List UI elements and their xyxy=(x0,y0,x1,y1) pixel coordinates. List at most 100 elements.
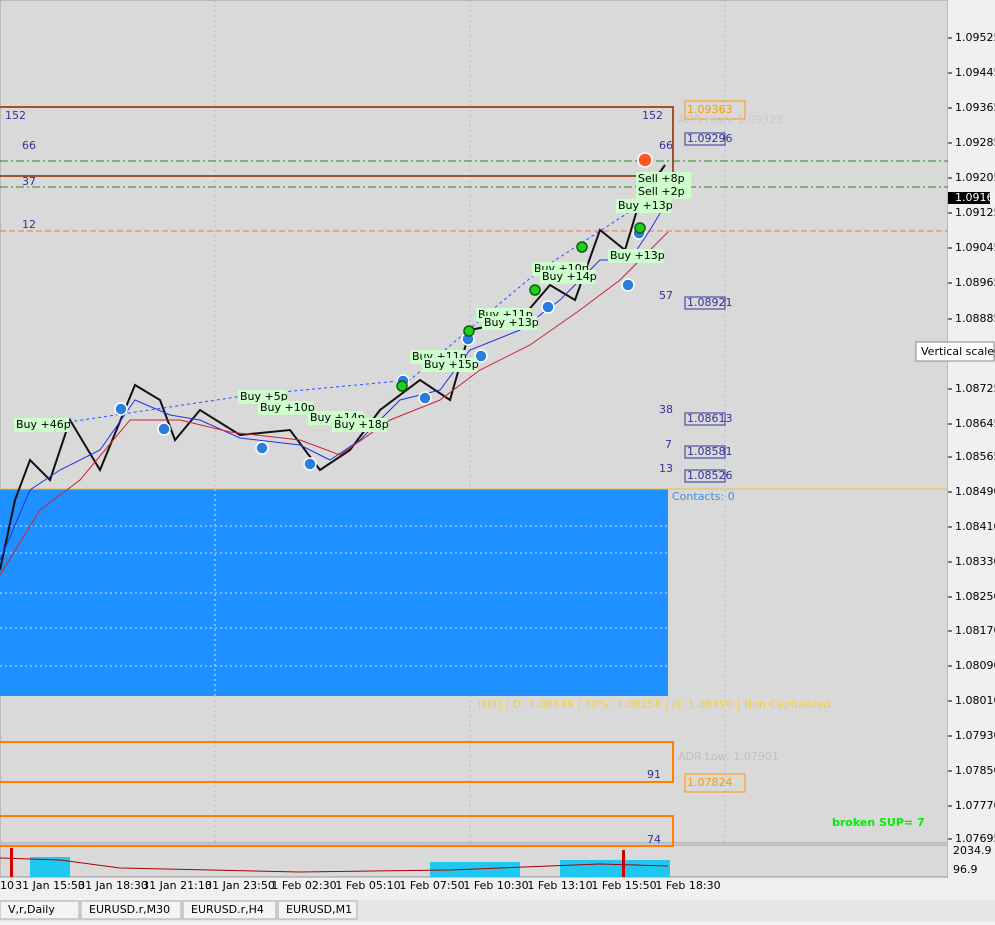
price-label: 1.08885 xyxy=(955,312,995,325)
zone-lines xyxy=(0,489,668,696)
count-label: 66 xyxy=(22,139,36,152)
time-label: 1 Feb 13:10 xyxy=(527,879,592,892)
adr-box xyxy=(0,815,674,847)
time-label: 1 Feb 15:50 xyxy=(591,879,656,892)
trade-badge xyxy=(540,270,596,284)
price-label: 1.09525 xyxy=(955,31,995,44)
time-label: 31 Jan 21:10 xyxy=(142,879,212,892)
current-price: 1.09163 xyxy=(955,191,995,204)
trade-label: Buy +46p xyxy=(16,418,71,431)
tooltip: Vertical scale xyxy=(921,345,994,358)
trade-label: Buy +5p xyxy=(240,390,288,403)
chart-area xyxy=(0,0,949,844)
price-box-label: 1.09363 xyxy=(687,103,733,116)
tab[interactable] xyxy=(277,900,358,920)
time-label: 10 xyxy=(0,879,14,892)
trade-label: Buy +13p xyxy=(610,249,665,262)
price-label: 1.07695 xyxy=(955,832,995,845)
ma-line xyxy=(0,231,669,576)
price-box-label: 1.08526 xyxy=(687,469,733,482)
price-label: 1.09045 xyxy=(955,241,995,254)
adr-low: ADR Low: 1.07901 xyxy=(678,750,779,763)
count-label: 37 xyxy=(22,175,36,188)
price-label: 1.08725 xyxy=(955,382,995,395)
trade-badge xyxy=(616,199,672,213)
time-label: 1 Feb 18:30 xyxy=(655,879,720,892)
price-label: 1.09445 xyxy=(955,66,995,79)
adr-box xyxy=(0,741,674,783)
trade-label: Buy +10p xyxy=(260,401,315,414)
price-label: 1.08410 xyxy=(955,520,995,533)
trade-badge xyxy=(608,249,664,263)
price-label: 1.09365 xyxy=(955,101,995,114)
trade-badge xyxy=(332,418,388,432)
labels: 1.09525 1.09445 1.09365 1.09285 1.09205 1.091… xyxy=(0,31,995,920)
count-label: 7 xyxy=(665,438,672,451)
price-label: 1.08330 xyxy=(955,555,995,568)
price-label: 1.08965 xyxy=(955,276,995,289)
price-box-label: 1.08581 xyxy=(687,445,733,458)
price-box-label: 1.09296 xyxy=(687,132,733,145)
volume-label: 2034.9 xyxy=(953,844,992,857)
broken-sup: broken SUP= 7 xyxy=(832,816,925,829)
count-label: 57 xyxy=(659,289,673,302)
price-box xyxy=(684,469,726,483)
time-label: 1 Feb 10:30 xyxy=(463,879,528,892)
price-label: 1.08490 xyxy=(955,485,995,498)
time-label: 31 Jan 15:50 xyxy=(15,879,85,892)
count-label: 12 xyxy=(22,218,36,231)
price-label: 1.09285 xyxy=(955,136,995,149)
count-label: 152 xyxy=(5,109,26,122)
trade-badge xyxy=(238,390,287,404)
time-label: 1 Feb 02:30 xyxy=(271,879,336,892)
price-box-label: 1.08921 xyxy=(687,296,733,309)
price-axis xyxy=(948,0,995,897)
time-label: 1 Feb 05:10 xyxy=(335,879,400,892)
contacts: Contacts: 0 xyxy=(672,490,735,503)
count-label: 74 xyxy=(647,833,661,846)
trade-badge xyxy=(422,358,478,372)
price-box xyxy=(684,445,726,459)
price-box xyxy=(684,100,746,120)
ma-line xyxy=(0,199,669,561)
adr-high: ADR High: 1.09323 xyxy=(678,113,783,126)
trade-label: Sell +2p xyxy=(638,185,685,198)
trade-label: Buy +13p xyxy=(618,199,673,212)
zone-info: [H4] | O: 1.08349 | 50%: 1.08258 | H: 1.… xyxy=(478,698,830,711)
price-label: 1.08565 xyxy=(955,450,995,463)
count-label: 13 xyxy=(659,462,673,475)
tab[interactable] xyxy=(0,900,80,920)
price-box-label: 1.07824 xyxy=(687,776,733,789)
time-label: 31 Jan 18:30 xyxy=(78,879,148,892)
price-label: 1.07770 xyxy=(955,799,995,812)
tab-label: EURUSD,M1 xyxy=(286,903,352,916)
price-label: 1.08645 xyxy=(955,417,995,430)
price-line xyxy=(0,164,666,571)
tab[interactable] xyxy=(80,900,182,920)
current-price-box xyxy=(948,192,990,204)
time-label: 1 Feb 07:50 xyxy=(399,879,464,892)
trade-badge xyxy=(14,418,70,432)
tab-label: V,r,Daily xyxy=(8,903,55,916)
price-label: 1.08090 xyxy=(955,659,995,672)
trade-badge xyxy=(636,172,692,186)
trade-label: Buy +15p xyxy=(424,358,479,371)
trade-label: Buy +13p xyxy=(484,316,539,329)
price-label: 1.07850 xyxy=(955,764,995,777)
price-label: 1.09205 xyxy=(955,171,995,184)
trade-label: Buy +18p xyxy=(334,418,389,431)
count-label: 38 xyxy=(659,403,673,416)
price-label: 1.08250 xyxy=(955,590,995,603)
volume-label: 96.9 xyxy=(953,863,978,876)
count-label: 91 xyxy=(647,768,661,781)
price-label: 1.09125 xyxy=(955,206,995,219)
tab-label: EURUSD.r,H4 xyxy=(191,903,264,916)
price-box xyxy=(684,132,726,146)
price-box xyxy=(684,773,746,793)
tab-label: EURUSD.r,M30 xyxy=(89,903,170,916)
price-box-label: 1.08613 xyxy=(687,412,733,425)
tab[interactable] xyxy=(182,900,277,920)
count-label: 152 xyxy=(642,109,663,122)
trade-badge xyxy=(258,401,314,415)
